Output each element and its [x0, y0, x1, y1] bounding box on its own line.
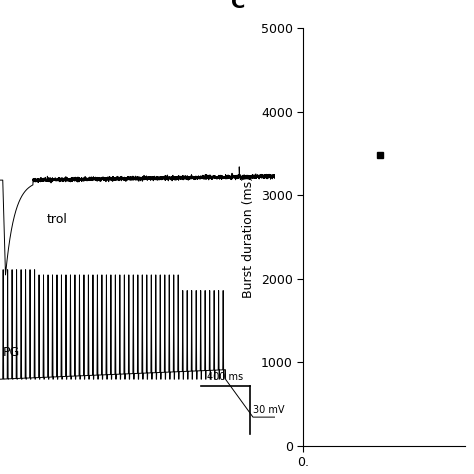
Text: trol: trol	[47, 213, 68, 226]
Text: C: C	[231, 0, 245, 12]
Text: 30 mV: 30 mV	[253, 405, 284, 415]
Text: PG: PG	[3, 346, 20, 359]
Text: 400 ms: 400 ms	[207, 372, 244, 382]
Y-axis label: Burst duration (ms): Burst duration (ms)	[242, 176, 255, 298]
